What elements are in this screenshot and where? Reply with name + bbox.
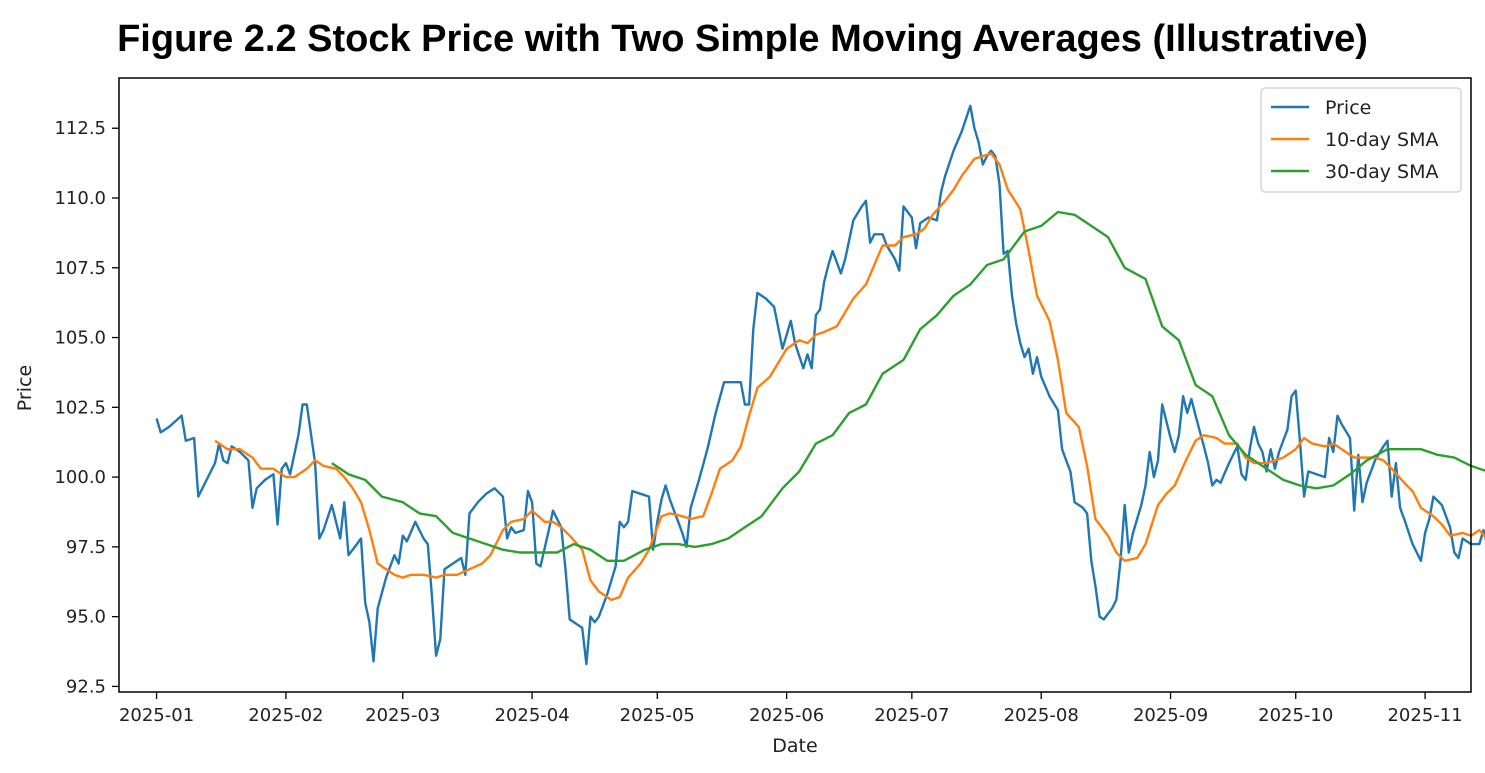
y-tick-label: 110.0 xyxy=(54,188,106,209)
x-tick-label: 2025-02 xyxy=(248,705,323,726)
y-tick-label: 92.5 xyxy=(66,676,106,697)
x-tick-label: 2025-06 xyxy=(749,705,824,726)
y-tick-label: 112.5 xyxy=(54,118,106,139)
x-tick-label: 2025-10 xyxy=(1258,705,1333,726)
y-tick-label: 95.0 xyxy=(66,607,106,628)
series-line-30-day-sma xyxy=(331,210,1485,562)
y-tick-label: 97.5 xyxy=(66,537,106,558)
x-axis-title: Date xyxy=(772,735,817,757)
y-tick-label: 107.5 xyxy=(54,258,106,279)
plot-frame xyxy=(118,77,1472,693)
x-tick-label: 2025-07 xyxy=(874,705,949,726)
x-tick-label: 2025-01 xyxy=(119,705,194,726)
x-tick-label: 2025-04 xyxy=(495,705,570,726)
chart-title: Figure 2.2 Stock Price with Two Simple M… xyxy=(117,18,1368,60)
y-axis-title: Price xyxy=(14,365,36,411)
legend-box xyxy=(1260,87,1462,193)
y-tick-label: 105.0 xyxy=(54,328,106,349)
x-axis: 2025-01 2025-02 2025-03 2025-04 2025-05 2025-… xyxy=(119,692,1463,726)
series-line-price xyxy=(155,104,1485,666)
y-tick-label: 100.0 xyxy=(54,467,106,488)
x-tick-label: 2025-11 xyxy=(1387,705,1462,726)
legend: Price 10-day SMA 30-day SMA xyxy=(1260,87,1462,193)
legend-label: Price xyxy=(1325,97,1371,119)
x-tick-label: 2025-08 xyxy=(1004,705,1079,726)
y-tick-label: 102.5 xyxy=(54,397,106,418)
axes-frame xyxy=(118,77,1472,693)
plot-lines xyxy=(155,104,1485,666)
x-tick-label: 2025-03 xyxy=(365,705,440,726)
legend-label: 10-day SMA xyxy=(1325,129,1438,151)
series-line-10-day-sma xyxy=(214,152,1485,602)
legend-label: 30-day SMA xyxy=(1325,161,1438,183)
x-tick-label: 2025-05 xyxy=(620,705,695,726)
y-axis: 92.5 95.0 97.5 100.0 102.5 105.0 107.5 110.0 112… xyxy=(54,118,119,697)
x-tick-label: 2025-09 xyxy=(1133,705,1208,726)
